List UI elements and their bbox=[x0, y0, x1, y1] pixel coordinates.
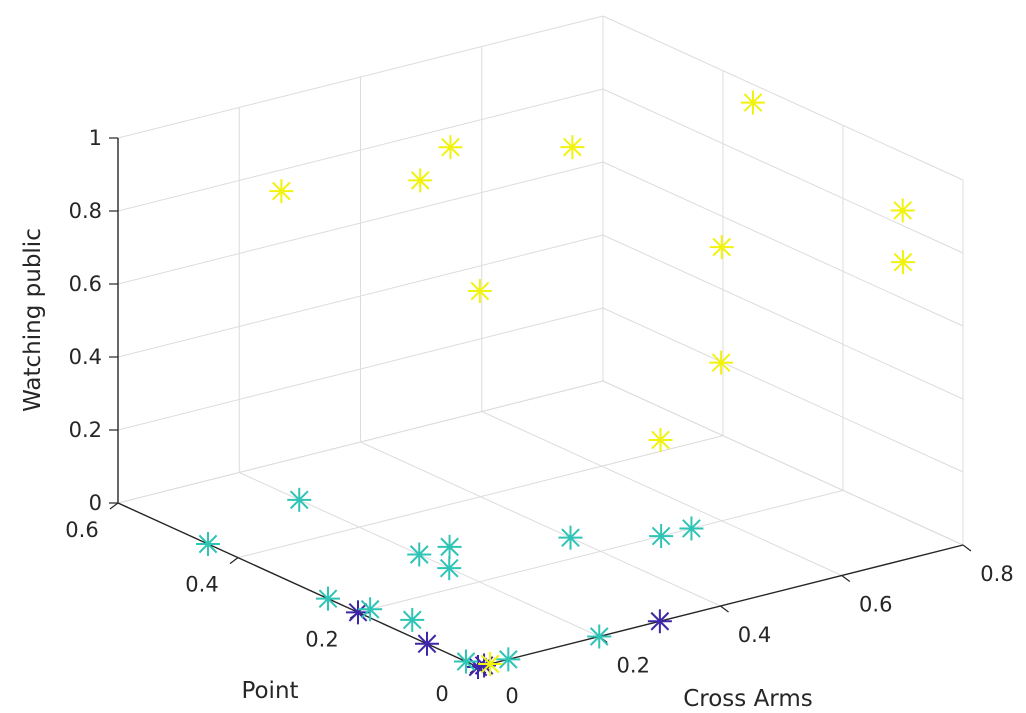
data-point bbox=[408, 168, 433, 193]
wall-grid-line bbox=[602, 380, 964, 546]
data-point bbox=[890, 198, 915, 223]
wall-grid-line bbox=[117, 380, 604, 504]
wall-grid-line bbox=[117, 161, 604, 285]
data-point bbox=[196, 532, 220, 556]
wall-grid-line bbox=[602, 234, 964, 400]
z-tick-label: 1 bbox=[89, 126, 102, 150]
tick-labels: 0 0.2 0.4 0.6 0.8 0 0.2 0.4 0.6 0 0.2 0.… bbox=[65, 126, 1013, 708]
z-axis-label: Watching public bbox=[20, 228, 46, 412]
data-point bbox=[415, 631, 439, 656]
wall-grid-line bbox=[602, 88, 964, 254]
y-axis-label: Point bbox=[241, 678, 298, 704]
data-point bbox=[407, 542, 432, 567]
data-point bbox=[679, 516, 704, 541]
floor-grid-line bbox=[237, 435, 724, 559]
data-point bbox=[346, 600, 370, 625]
z-tick-label: 0 bbox=[89, 491, 102, 515]
data-point bbox=[454, 649, 478, 674]
y-tick-label: 0.6 bbox=[65, 518, 98, 542]
x-tick-label: 0.8 bbox=[980, 562, 1013, 586]
y-tick-mark bbox=[109, 502, 119, 510]
x-tick-mark bbox=[720, 605, 729, 613]
z-tick-label: 0.2 bbox=[69, 418, 102, 442]
data-point bbox=[647, 609, 672, 634]
y-axis-line bbox=[117, 502, 479, 668]
data-point bbox=[438, 135, 463, 160]
x-tick-mark bbox=[962, 544, 972, 552]
data-point bbox=[316, 586, 340, 611]
data-point bbox=[287, 487, 312, 512]
y-tick-label: 0.2 bbox=[305, 627, 338, 651]
data-point bbox=[358, 597, 383, 622]
wall-grid-line bbox=[602, 307, 964, 473]
x-tick-label: 0.2 bbox=[617, 654, 650, 678]
data-point bbox=[496, 647, 521, 672]
data-point bbox=[891, 250, 915, 275]
data-point bbox=[560, 135, 585, 160]
data-point bbox=[558, 525, 583, 550]
axes bbox=[109, 137, 972, 674]
floor-grid-line bbox=[481, 411, 842, 576]
wall-grid-line bbox=[117, 234, 604, 358]
data-point bbox=[400, 607, 425, 632]
data-point bbox=[649, 524, 674, 549]
data-markers bbox=[196, 90, 915, 679]
x-axis-label: Cross Arms bbox=[683, 686, 813, 712]
floor-grid-line bbox=[360, 441, 721, 607]
data-point bbox=[709, 350, 734, 375]
data-point bbox=[437, 534, 462, 559]
data-point bbox=[478, 651, 503, 676]
x-tick-label: 0 bbox=[505, 684, 518, 708]
wall-grid-line bbox=[117, 307, 604, 431]
data-point bbox=[587, 624, 612, 649]
x-tick-label: 0.6 bbox=[859, 593, 892, 617]
grid-lines bbox=[117, 15, 964, 668]
z-tick-label: 0.6 bbox=[69, 272, 102, 296]
z-tick-label: 0.8 bbox=[69, 199, 102, 223]
x-tick-label: 0.4 bbox=[738, 623, 771, 647]
y-tick-label: 0.4 bbox=[185, 573, 218, 597]
z-tick-label: 0.4 bbox=[69, 345, 102, 369]
data-point bbox=[709, 235, 734, 260]
wall-grid-line bbox=[602, 161, 964, 327]
wall-grid-line bbox=[602, 15, 964, 181]
data-point bbox=[741, 90, 765, 115]
wall-grid-line bbox=[117, 88, 604, 212]
x-tick-mark bbox=[841, 575, 851, 582]
y-tick-mark bbox=[229, 557, 239, 565]
y-tick-label: 0 bbox=[435, 682, 448, 706]
data-point bbox=[648, 427, 673, 452]
data-point bbox=[269, 179, 294, 204]
data-point bbox=[437, 556, 462, 581]
wall-grid-line bbox=[117, 15, 604, 139]
data-point bbox=[467, 279, 492, 304]
floor-grid-line bbox=[357, 489, 844, 613]
axis-labels: Cross Arms Point Watching public bbox=[20, 228, 813, 712]
